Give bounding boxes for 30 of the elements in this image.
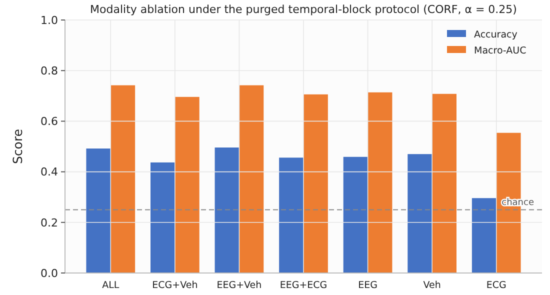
- bar: [110, 85, 136, 273]
- x-tick-label: EEG+ECG: [280, 280, 328, 291]
- y-tick-label: 1.0: [40, 14, 58, 27]
- bar: [174, 96, 200, 273]
- legend-label: Accuracy: [474, 29, 518, 40]
- bar: [86, 148, 111, 273]
- bar: [432, 94, 456, 273]
- x-tick-label: EEG: [358, 280, 378, 291]
- bar: [304, 94, 328, 273]
- y-tick-label: 0.6: [40, 115, 58, 128]
- x-tick-label: EEG+Veh: [216, 280, 262, 291]
- bar: [472, 198, 496, 273]
- bar: [214, 148, 240, 273]
- y-tick-label: 0.8: [40, 64, 58, 78]
- x-tick-label: ECG: [486, 280, 506, 291]
- bar: [239, 85, 264, 273]
- bar: [150, 162, 175, 273]
- chart-title: Modality ablation under the purged temporal-block protocol (CORF, α = 0.25): [90, 3, 517, 16]
- y-axis-title: Score: [10, 128, 25, 164]
- bar: [279, 158, 304, 273]
- y-tick-label: 0.4: [40, 166, 58, 179]
- x-tick-label: ECG+Veh: [152, 280, 198, 291]
- x-tick-label: Veh: [423, 280, 441, 291]
- y-tick-label: 0.2: [40, 216, 58, 230]
- bar: [368, 92, 392, 273]
- y-tick-label: 0.0: [40, 266, 58, 280]
- x-tick-label: ALL: [102, 280, 120, 291]
- bar: [408, 154, 432, 273]
- legend-label: Macro-AUC: [474, 45, 527, 56]
- bar: [343, 156, 368, 273]
